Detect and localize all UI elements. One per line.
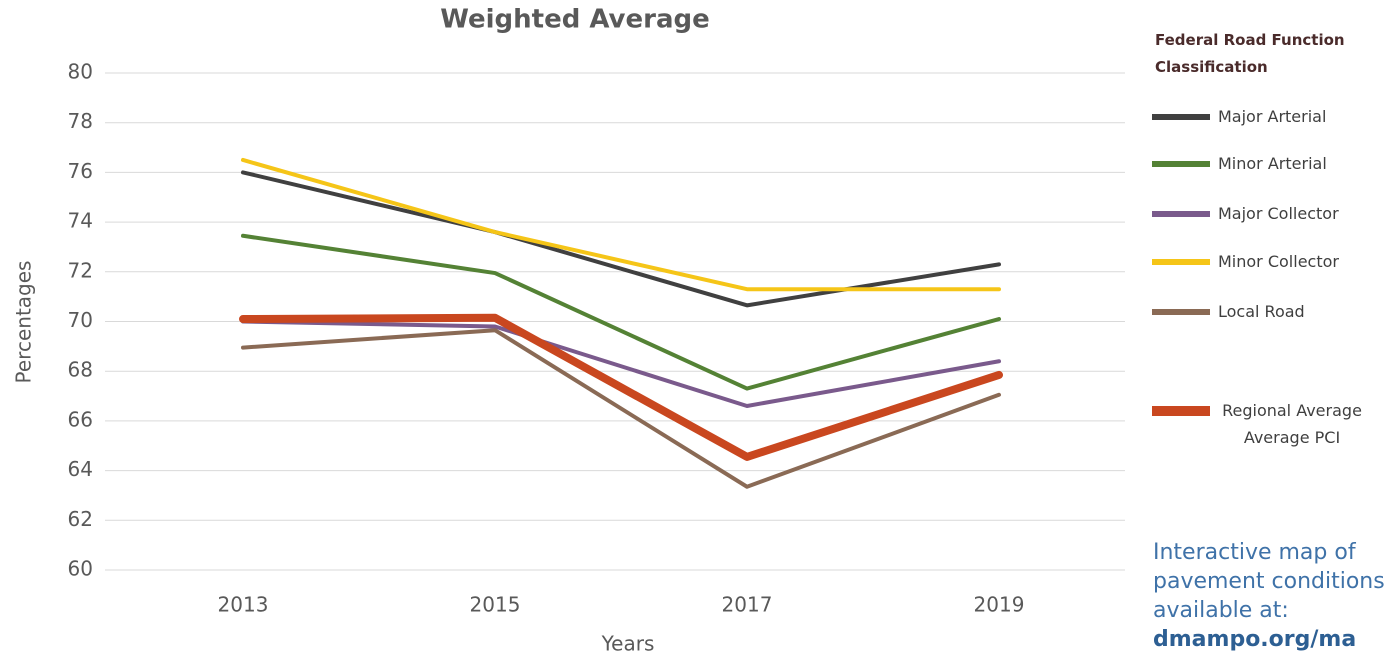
series-line <box>241 157 1001 292</box>
y-tick-label: 60 <box>68 557 93 581</box>
y-tick-label: 74 <box>68 209 93 233</box>
series-line <box>241 319 1001 408</box>
legend-label: Major Collector <box>1218 204 1339 223</box>
y-tick-label: 78 <box>68 109 93 133</box>
x-axis-label: Years <box>601 632 655 656</box>
annotation-text: Interactive map of pavement conditions i… <box>1153 540 1384 623</box>
y-tick-label: 68 <box>68 358 93 382</box>
series-line <box>241 233 1001 391</box>
legend-label: Local Road <box>1218 302 1305 321</box>
legend-label: Minor Collector <box>1218 252 1339 271</box>
x-tick-label: 2015 <box>470 593 521 617</box>
y-axis-label: Percentages <box>12 261 36 384</box>
y-tick-label: 70 <box>68 308 93 332</box>
y-tick-label: 80 <box>68 60 93 84</box>
series-line <box>241 170 1001 308</box>
legend-label: Minor Arterial <box>1218 154 1327 173</box>
chart-title: Weighted Average <box>440 5 710 35</box>
y-tick-label: 72 <box>68 258 93 282</box>
x-tick-label: 2017 <box>722 593 773 617</box>
annotation: Interactive map of pavement conditions i… <box>1153 538 1384 654</box>
legend-label: Major Arterial <box>1218 107 1327 126</box>
y-tick-label: 64 <box>68 457 93 481</box>
x-tick-label: 2013 <box>218 593 269 617</box>
y-tick-label: 62 <box>68 507 93 531</box>
legend-label: Regional Average Average PCI <box>1222 401 1362 447</box>
annotation-link: dmampo.org/ma <box>1153 627 1357 652</box>
y-tick-label: 66 <box>68 407 93 431</box>
y-tick-label: 76 <box>68 159 93 183</box>
series-line <box>239 313 1003 461</box>
x-tick-label: 2019 <box>974 593 1025 617</box>
series-line <box>241 328 1001 489</box>
legend-title: Federal Road Function Classification <box>1155 31 1345 76</box>
